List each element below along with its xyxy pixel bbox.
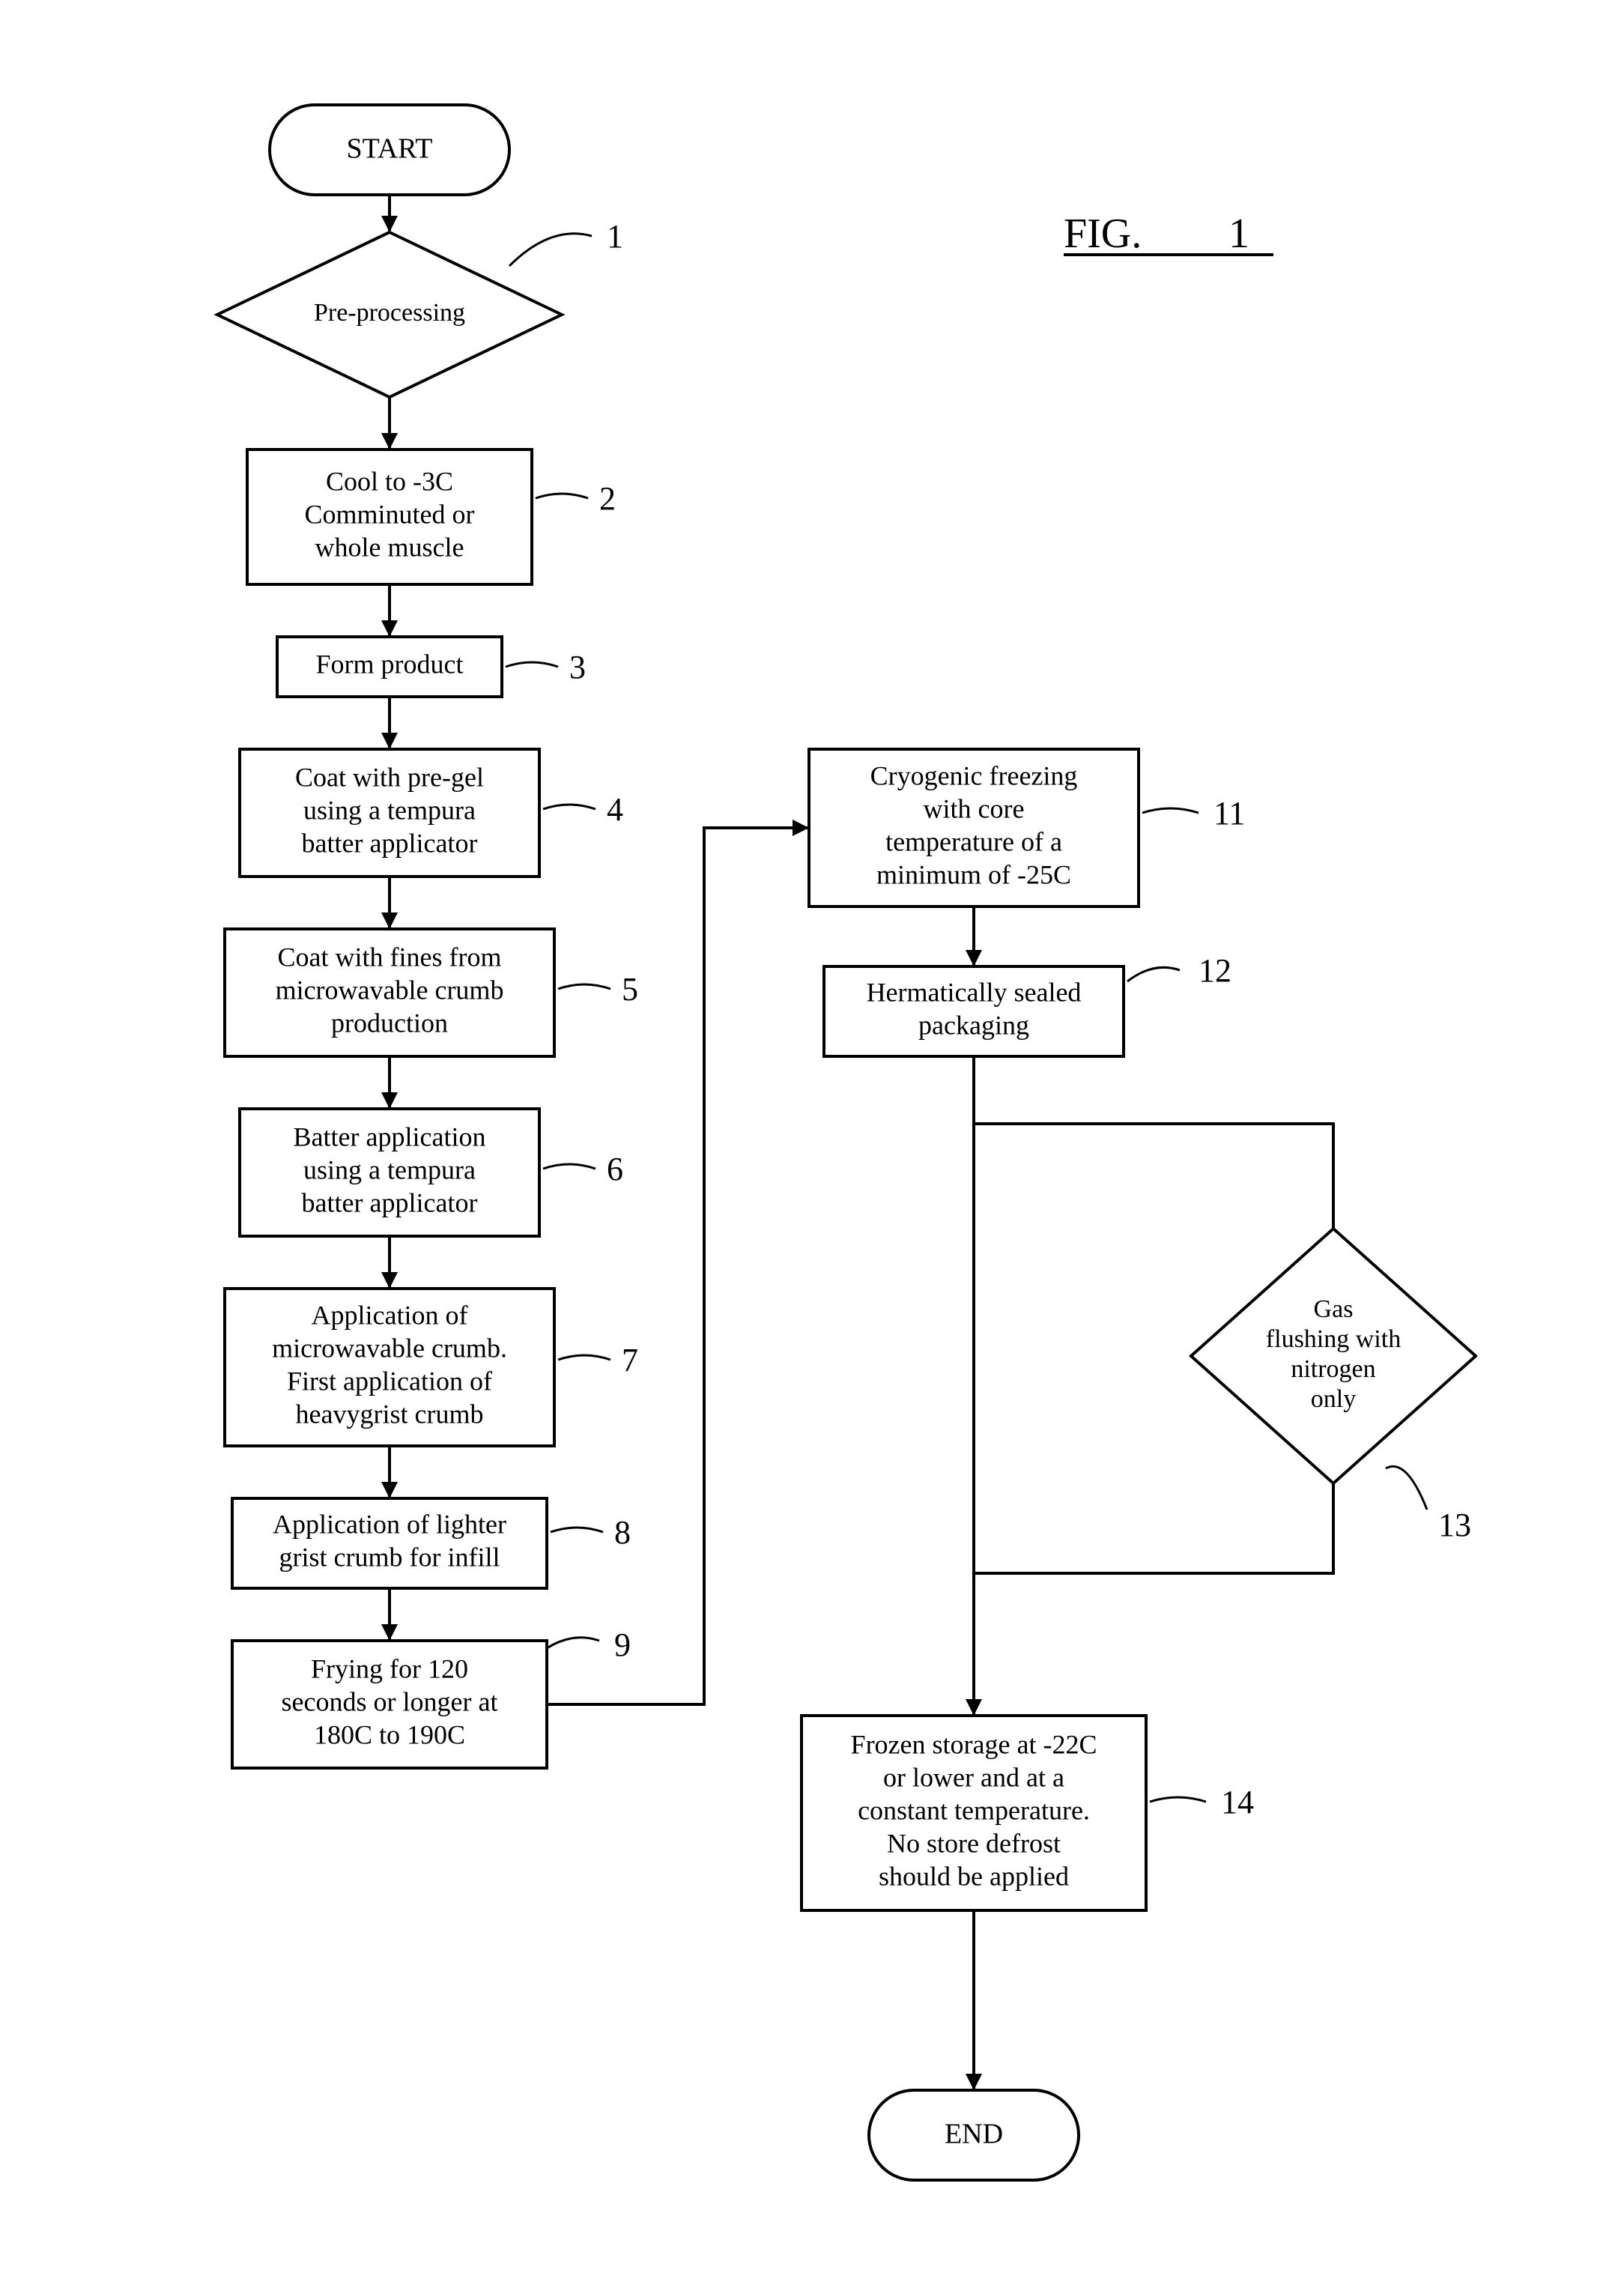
- ref-label: 1: [607, 218, 623, 255]
- svg-text:grist crumb for infill: grist crumb for infill: [279, 1542, 500, 1572]
- svg-text:production: production: [331, 1008, 448, 1038]
- svg-text:batter applicator: batter applicator: [302, 828, 478, 858]
- svg-text:whole muscle: whole muscle: [315, 532, 464, 562]
- ref-label: 13: [1438, 1507, 1471, 1543]
- svg-text:temperature of a: temperature of a: [885, 826, 1062, 856]
- svg-text:using a tempura: using a tempura: [303, 795, 476, 825]
- svg-text:only: only: [1311, 1385, 1356, 1413]
- svg-text:with core: with core: [924, 793, 1025, 823]
- ref-label: 6: [607, 1151, 623, 1187]
- svg-text:START: START: [346, 133, 432, 165]
- svg-text:constant temperature.: constant temperature.: [858, 1795, 1090, 1825]
- svg-text:Cool to -3C: Cool to -3C: [326, 466, 453, 496]
- svg-text:should be applied: should be applied: [879, 1861, 1069, 1891]
- svg-text:Comminuted or: Comminuted or: [305, 499, 475, 529]
- svg-text:Application of: Application of: [312, 1300, 468, 1330]
- svg-text:batter applicator: batter applicator: [302, 1187, 478, 1217]
- ref-label: 9: [614, 1626, 631, 1663]
- svg-text:nitrogen: nitrogen: [1291, 1355, 1375, 1383]
- svg-text:microwavable crumb.: microwavable crumb.: [272, 1333, 507, 1363]
- svg-text:Hermatically sealed: Hermatically sealed: [867, 977, 1082, 1007]
- svg-text:Frying for 120: Frying for 120: [311, 1653, 468, 1683]
- svg-text:180C to 190C: 180C to 190C: [314, 1719, 465, 1749]
- figure-label: FIG.: [1064, 211, 1142, 257]
- ref-label: 12: [1199, 952, 1231, 989]
- svg-text:First application of: First application of: [287, 1366, 492, 1396]
- svg-text:or lower and at a: or lower and at a: [883, 1762, 1064, 1792]
- svg-text:1: 1: [1228, 211, 1249, 257]
- ref-label: 7: [622, 1342, 638, 1378]
- svg-text:Coat with fines from: Coat with fines from: [278, 942, 502, 972]
- svg-text:Form product: Form product: [316, 649, 464, 679]
- svg-text:using a tempura: using a tempura: [303, 1154, 476, 1184]
- svg-text:microwavable crumb: microwavable crumb: [276, 975, 504, 1005]
- svg-text:END: END: [945, 2119, 1003, 2150]
- svg-text:flushing with: flushing with: [1266, 1325, 1401, 1353]
- svg-text:Coat with pre-gel: Coat with pre-gel: [295, 762, 484, 792]
- terminator-end: END: [869, 2090, 1079, 2180]
- svg-text:seconds or longer at: seconds or longer at: [282, 1686, 498, 1716]
- svg-text:Gas: Gas: [1314, 1295, 1354, 1323]
- ref-label: 11: [1214, 795, 1245, 832]
- svg-text:Pre-processing: Pre-processing: [314, 299, 465, 327]
- ref-label: 8: [614, 1514, 631, 1551]
- ref-label: 4: [607, 791, 623, 828]
- svg-text:Cryogenic freezing: Cryogenic freezing: [870, 760, 1078, 790]
- ref-label: 5: [622, 971, 638, 1008]
- ref-label: 3: [569, 649, 586, 685]
- svg-text:Batter application: Batter application: [294, 1122, 486, 1151]
- svg-text:heavygrist crumb: heavygrist crumb: [296, 1399, 484, 1429]
- svg-text:Frozen storage at -22C: Frozen storage at -22C: [851, 1729, 1097, 1759]
- svg-text:packaging: packaging: [918, 1010, 1029, 1040]
- svg-text:Application of lighter: Application of lighter: [273, 1509, 506, 1539]
- svg-text:No store defrost: No store defrost: [887, 1828, 1061, 1858]
- terminator-start: START: [270, 105, 509, 195]
- ref-label: 14: [1221, 1784, 1254, 1820]
- svg-text:minimum of -25C: minimum of -25C: [876, 859, 1071, 889]
- ref-label: 2: [599, 480, 616, 517]
